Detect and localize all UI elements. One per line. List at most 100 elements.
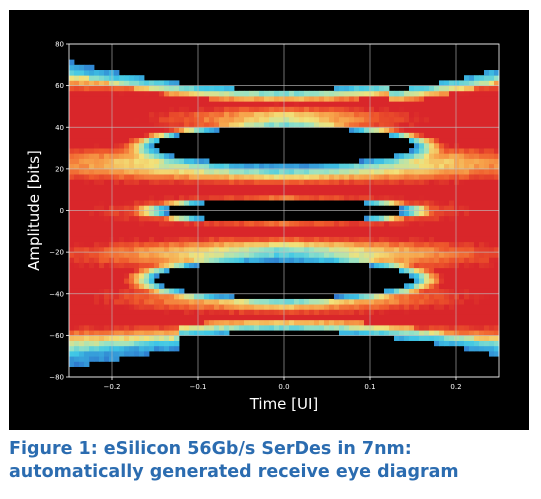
heatmap-cell [174,85,180,92]
heatmap-cell [449,210,455,217]
heatmap-cell [84,241,90,248]
heatmap-cell [104,262,110,269]
heatmap-cell [459,96,465,102]
heatmap-cell [169,304,175,310]
heatmap-cell [129,314,135,321]
heatmap-cell [139,163,145,170]
heatmap-cell [349,122,355,128]
heatmap-cell [194,127,200,133]
heatmap-cell [304,184,310,191]
heatmap-cell [429,293,435,300]
heatmap-cell [184,236,190,243]
heatmap-cell [159,319,165,326]
heatmap-cell [469,215,475,222]
heatmap-cell [479,194,485,201]
heatmap-cell [439,262,445,269]
heatmap-cell [104,293,110,300]
heatmap-cell [449,298,455,305]
heatmap-cell [394,96,400,102]
heatmap-cell [269,220,275,227]
heatmap-cell [359,111,365,118]
heatmap-cell [479,153,485,159]
heatmap-cell [424,137,430,144]
heatmap-cell [314,122,320,128]
heatmap-cell [189,241,195,248]
heatmap-cell [114,80,120,87]
heatmap-cell [94,335,100,341]
heatmap-cell [424,304,430,310]
heatmap-cell [394,127,400,133]
heatmap-cell [429,189,435,196]
heatmap-cell [414,257,420,263]
heatmap-cell [154,194,160,201]
heatmap-cell [149,246,155,253]
heatmap-cell [254,220,260,227]
heatmap-cell [249,324,255,331]
heatmap-cell [154,246,160,253]
heatmap-cell [194,85,200,92]
heatmap-cell [429,85,435,92]
heatmap-cell [189,174,195,180]
heatmap-cell [429,257,435,263]
heatmap-cell [224,163,230,170]
heatmap-cell [74,75,80,81]
heatmap-cell [259,106,265,113]
heatmap-cell [149,184,155,191]
heatmap-cell [439,148,445,154]
heatmap-cell [124,231,130,237]
heatmap-cell [459,174,465,180]
heatmap-cell [84,356,90,362]
heatmap-cell [114,231,120,237]
y-tick-label: 80 [55,41,64,49]
heatmap-cell [149,220,155,227]
heatmap-cell [304,324,310,331]
heatmap-cell [94,283,100,289]
heatmap-cell [84,226,90,232]
heatmap-cell [119,158,125,165]
heatmap-cell [379,163,385,170]
heatmap-cell [309,241,315,248]
heatmap-cell [399,116,405,123]
heatmap-cell [369,189,375,196]
heatmap-cell [474,85,480,92]
heatmap-cell [464,246,470,253]
heatmap-cell [124,236,130,243]
heatmap-cell [314,168,320,175]
heatmap-cell [374,122,380,128]
heatmap-cell [439,309,445,315]
heatmap-cell [424,293,430,300]
heatmap-cell [469,111,475,118]
heatmap-cell [374,293,380,300]
heatmap-cell [469,231,475,237]
heatmap-cell [239,226,245,232]
heatmap-cell [89,226,95,232]
heatmap-cell [494,304,500,310]
heatmap-cell [219,96,225,102]
heatmap-cell [154,293,160,300]
heatmap-cell [144,314,150,321]
heatmap-cell [434,324,440,331]
heatmap-cell [294,189,300,196]
heatmap-cell [144,179,150,185]
heatmap-cell [199,309,205,315]
heatmap-cell [239,174,245,180]
heatmap-cell [239,179,245,185]
heatmap-cell [279,246,285,253]
heatmap-cell [389,96,395,102]
heatmap-cell [214,257,220,263]
heatmap-cell [289,246,295,253]
heatmap-cell [174,257,180,263]
heatmap-cell [169,111,175,118]
heatmap-cell [179,174,185,180]
heatmap-cell [319,122,325,128]
heatmap-cell [134,319,140,326]
heatmap-cell [114,210,120,217]
heatmap-cell [329,220,335,227]
heatmap-cell [414,236,420,243]
heatmap-cell [179,246,185,253]
heatmap-cell [269,257,275,263]
heatmap-cell [154,148,160,154]
heatmap-cell [374,90,380,97]
heatmap-cell [234,246,240,253]
heatmap-cell [384,226,390,232]
